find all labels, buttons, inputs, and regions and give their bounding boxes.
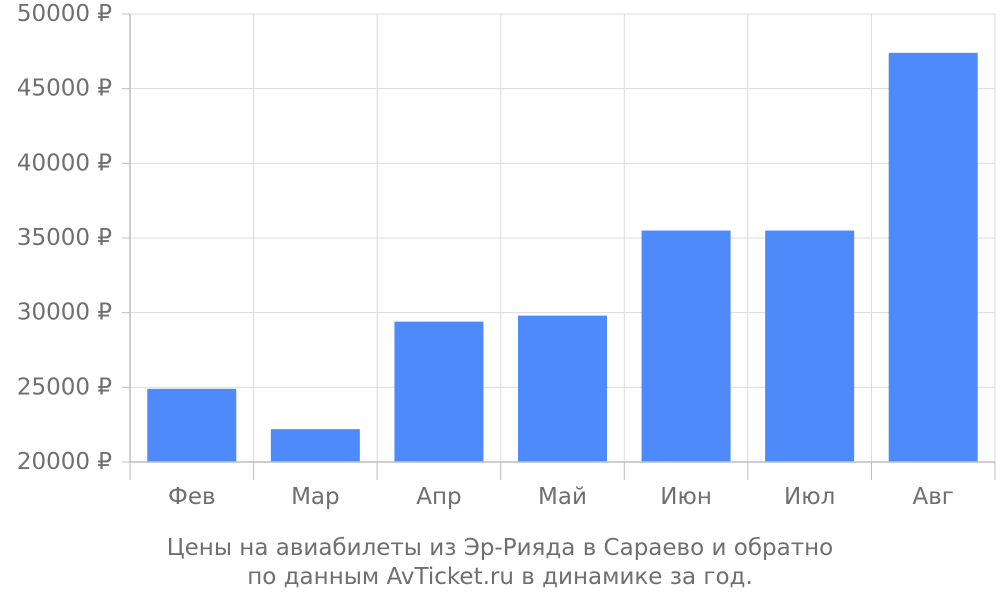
bar-1 [147, 388, 237, 462]
chart-subtitle: по данным AvTicket.ru в динамике за год. [247, 564, 753, 590]
y-tick-label: 40000 ₽ [17, 150, 112, 176]
y-tick-label: 35000 ₽ [17, 225, 112, 251]
x-tick-label: Авг [913, 484, 954, 510]
x-tick-labels: Фев Мар Апр Май Июн Июл Авг [168, 484, 954, 510]
bar-7 [888, 52, 978, 463]
y-tick-label: 30000 ₽ [17, 300, 112, 326]
y-tick-label: 20000 ₽ [17, 449, 112, 475]
y-tick-label: 50000 ₽ [17, 1, 112, 27]
x-tick-label: Май [538, 484, 587, 510]
bar-5 [641, 230, 731, 462]
bars [147, 52, 978, 463]
chart-title: Цены на авиабилеты из Эр-Рияда в Сараево… [166, 535, 834, 561]
bar-3 [394, 321, 484, 462]
bar-4 [518, 315, 607, 462]
y-tick-label: 45000 ₽ [17, 76, 112, 102]
x-tick-label: Апр [416, 484, 461, 510]
grid-lines [129, 13, 996, 463]
y-tick-labels: 20000 ₽ 25000 ₽ 30000 ₽ 35000 ₽ 40000 ₽ 45000… [17, 1, 112, 475]
bar-2 [270, 429, 360, 462]
x-tick-label: Мар [291, 484, 340, 510]
axes [122, 13, 996, 480]
x-tick-label: Июл [784, 484, 835, 510]
y-tick-label: 25000 ₽ [17, 374, 112, 400]
x-tick-label: Фев [168, 484, 216, 510]
bar-6 [765, 230, 855, 462]
x-tick-label: Июн [660, 484, 712, 510]
